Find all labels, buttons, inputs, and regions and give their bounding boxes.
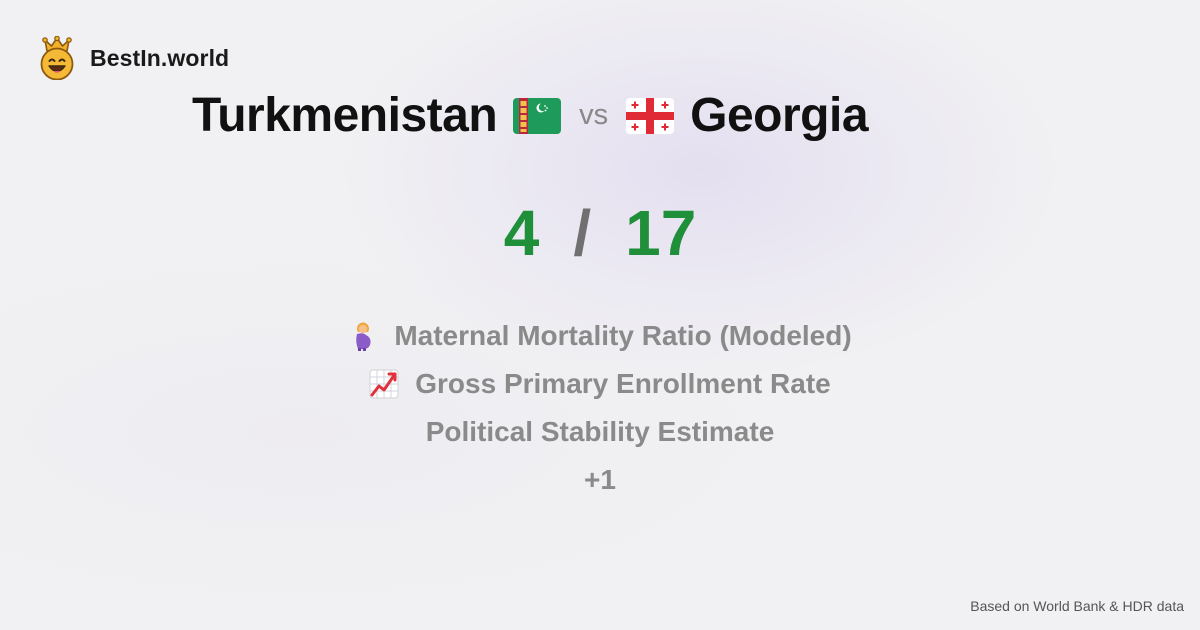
metric-label: Gross Primary Enrollment Rate xyxy=(415,368,831,399)
right-score: 17 xyxy=(625,197,697,269)
pregnant-woman-icon xyxy=(356,322,371,351)
chart-increasing-icon xyxy=(369,369,399,399)
more-metrics-count[interactable]: +1 xyxy=(584,456,616,504)
turkmenistan-flag-icon xyxy=(513,97,562,134)
brand[interactable]: BestIn.world xyxy=(38,36,229,80)
metric-item[interactable]: Political Stability Estimate xyxy=(426,408,775,456)
comparison-title: Turkmenistan vs Georgia xyxy=(0,88,1060,143)
right-country-name[interactable]: Georgia xyxy=(690,89,869,142)
brand-name: BestIn.world xyxy=(90,44,230,71)
score: 4 / 17 xyxy=(0,196,1200,270)
left-score: 4 xyxy=(503,197,540,269)
georgia-flag-icon xyxy=(626,97,675,134)
metric-label: Political Stability Estimate xyxy=(425,416,775,447)
left-country-name[interactable]: Turkmenistan xyxy=(191,89,498,142)
score-separator: / xyxy=(573,197,592,269)
data-source-note: Based on World Bank & HDR data xyxy=(970,598,1184,614)
metrics-list: Maternal Mortality Ratio (Modeled) Gross… xyxy=(0,312,1200,504)
vs-label: vs xyxy=(579,99,609,131)
metric-item[interactable]: Gross Primary Enrollment Rate xyxy=(369,360,831,408)
metric-label: Maternal Mortality Ratio (Modeled) xyxy=(394,320,852,351)
more-metrics-label: +1 xyxy=(584,464,616,495)
metric-item[interactable]: Maternal Mortality Ratio (Modeled) xyxy=(348,312,852,360)
smiling-crown-face-icon xyxy=(40,36,74,80)
